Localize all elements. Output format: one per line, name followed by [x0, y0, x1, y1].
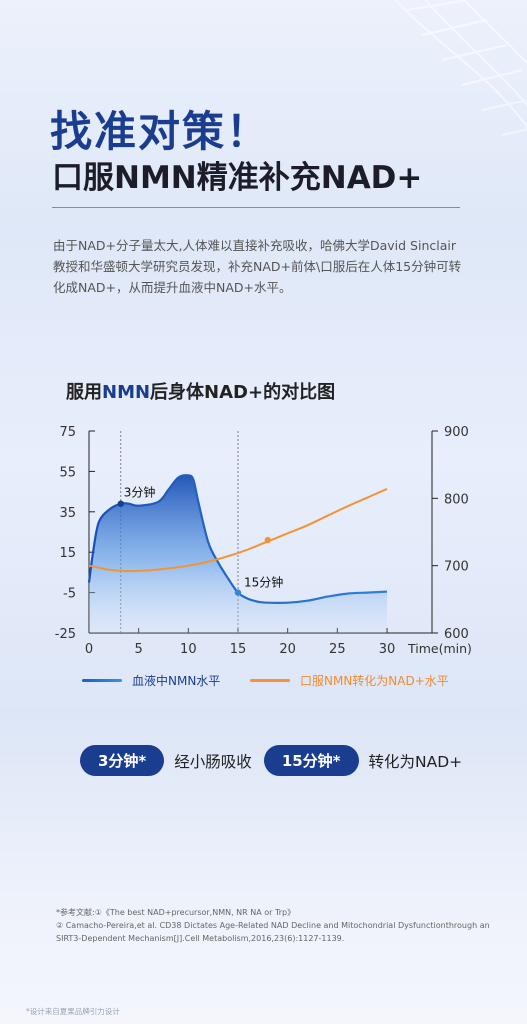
legend-item-conversion: 口服NMN转化为NAD+水平 [250, 672, 449, 689]
reference-line-2: ② Camacho-Pereira,et al. CD38 Dictates A… [56, 921, 490, 930]
legend-item-blood: 血液中NMN水平 [82, 672, 220, 689]
reference-line-3: SIRT3-Dependent Mechanism[J].Cell Metabo… [56, 934, 345, 943]
x-tick-label: 5 [135, 642, 143, 657]
annotation-point [234, 589, 242, 596]
legend-label-blood: 血液中NMN水平 [132, 674, 221, 688]
design-credit: *设计来自夏果品牌引力设计 [26, 1007, 120, 1016]
left-tick-label: 15 [59, 546, 76, 561]
left-tick-label: 55 [59, 465, 76, 480]
right-tick-label: 800 [444, 492, 469, 507]
left-tick-label: -25 [55, 627, 76, 642]
x-tick-label: 15 [230, 642, 247, 657]
x-tick-label: 25 [329, 642, 346, 657]
left-tick-label: 75 [59, 425, 76, 440]
references: *参考文献:①《The best NAD+precursor,NMN, NR N… [56, 906, 496, 945]
page-subtitle: 口服NMN精准补充NAD+ [52, 152, 422, 197]
annotation-point [117, 500, 124, 507]
decorative-helix [394, 0, 527, 136]
chart-heading-post: 后身体NAD+的对比图 [150, 382, 336, 403]
subtitle-bold: NMN [114, 160, 197, 196]
chart-legend: 血液中NMN水平 口服NMN转化为NAD+水平 [0, 672, 527, 692]
comparison-chart: 75 55 35 15 -5 -25 900 800 700 600 0 5 10 15 20 25 30 Tim… [55, 425, 472, 657]
left-tick-label: 35 [59, 506, 76, 521]
legend-label-conversion: 口服NMN转化为NAD+水平 [300, 674, 449, 688]
right-tick-label: 900 [444, 425, 469, 440]
x-tick-label: 30 [379, 642, 396, 657]
legend-swatch-orange [250, 679, 290, 682]
page-title: 找准对策！ [50, 107, 271, 156]
chart-marks [87, 474, 388, 633]
legend-swatch-blue [82, 679, 122, 682]
annotation-label: 15分钟 [244, 575, 283, 590]
reference-line-1: *参考文献:①《The best NAD+precursor,NMN, NR N… [56, 908, 296, 917]
right-tick-label: 700 [444, 560, 469, 575]
chart-heading-highlight: NMN [102, 382, 151, 403]
pill-3min: 3分钟* [80, 745, 165, 776]
pill-15min: 15分钟* [263, 745, 359, 776]
pill-3min-text: 经小肠吸收 [174, 752, 252, 771]
x-tick-label: 0 [85, 642, 93, 657]
divider [52, 207, 460, 208]
nad-conversion-line [88, 487, 388, 573]
subtitle-post: 精准补充NAD+ [196, 160, 423, 196]
left-tick-label: -5 [63, 587, 76, 602]
right-tick-label: 600 [444, 627, 469, 642]
x-tick-label: 20 [279, 642, 296, 657]
chart-heading-pre: 服用 [66, 382, 102, 403]
subtitle-pre: 口服 [52, 160, 114, 196]
key-facts: 3分钟* 经小肠吸收 15分钟* 转化为NAD+ [80, 745, 474, 776]
pill-15min-text: 转化为NAD+ [368, 752, 463, 771]
annotation-label: 3分钟 [124, 485, 156, 500]
nad-marker [264, 536, 271, 544]
x-tick-label: 10 [180, 642, 197, 657]
blood-nmn-area [89, 475, 387, 633]
chart-heading: 服用NMN后身体NAD+的对比图 [66, 378, 335, 404]
intro-paragraph: 由于NAD+分子量太大,人体难以直接补充吸收，哈佛大学David Sinclai… [53, 238, 462, 295]
x-axis-label: Time(min) [407, 641, 472, 656]
chart-labels: 75 55 35 15 -5 -25 900 800 700 600 0 5 10 15 20 25 30 Tim… [55, 425, 472, 657]
